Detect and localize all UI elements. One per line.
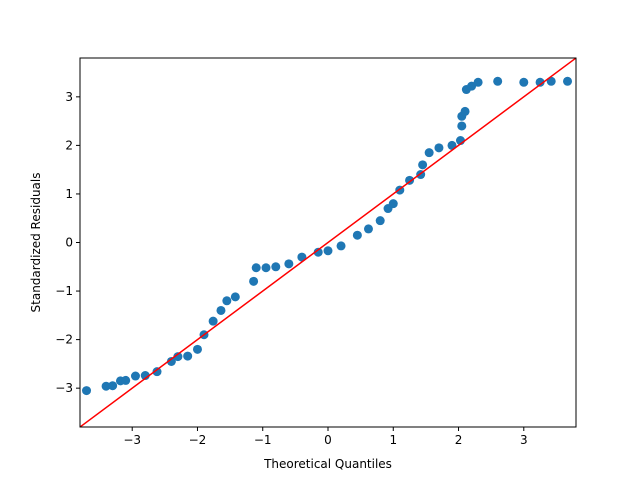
x-axis-label: Theoretical Quantiles [263, 457, 392, 471]
data-point [563, 76, 573, 86]
data-point [108, 381, 118, 391]
y-tick-label: −1 [55, 284, 73, 298]
data-point [363, 224, 373, 234]
data-point [166, 356, 176, 366]
x-tick-label: 1 [389, 433, 397, 447]
data-point [192, 344, 202, 354]
data-point [457, 121, 467, 131]
x-tick-label: −2 [189, 433, 207, 447]
data-point [271, 262, 281, 272]
data-point [216, 305, 226, 315]
data-point [284, 259, 294, 269]
y-tick-label: −3 [55, 381, 73, 395]
data-point [460, 106, 470, 116]
data-point [424, 148, 434, 158]
data-point [249, 276, 259, 286]
data-point [418, 160, 428, 170]
data-point [313, 247, 323, 257]
data-point [434, 143, 444, 153]
data-point [82, 386, 92, 396]
data-point [473, 77, 483, 87]
data-point [101, 381, 111, 391]
plot-area [80, 58, 576, 427]
data-point [519, 77, 529, 87]
x-tick-label: 3 [520, 433, 528, 447]
y-tick-label: 0 [65, 236, 73, 250]
x-tick-label: 0 [324, 433, 332, 447]
data-point [375, 216, 385, 226]
data-point [323, 246, 333, 256]
y-tick-label: −2 [55, 333, 73, 347]
data-point [230, 292, 240, 302]
x-tick-label: 2 [455, 433, 463, 447]
axis-ticks: −3 −2 −1 0 1 2 3 −3 −2 −1 0 1 2 3 [55, 90, 527, 447]
data-point [140, 371, 150, 381]
y-axis-label: Standardized Residuals [29, 173, 43, 313]
data-point [467, 81, 477, 91]
data-point [261, 263, 271, 273]
x-tick-label: −1 [254, 433, 272, 447]
data-point [336, 241, 346, 251]
data-point [222, 296, 232, 306]
data-point [388, 199, 398, 209]
data-point [251, 263, 261, 273]
x-tick-label: −3 [123, 433, 141, 447]
data-point [130, 371, 140, 381]
data-point [152, 367, 162, 377]
data-point [208, 316, 218, 326]
y-tick-label: 3 [65, 90, 73, 104]
data-point [121, 375, 131, 385]
y-tick-label: 1 [65, 187, 73, 201]
y-tick-label: 2 [65, 138, 73, 152]
data-point [352, 230, 362, 240]
data-point [183, 351, 193, 361]
data-point [493, 76, 503, 86]
data-point [173, 352, 183, 362]
data-point [535, 77, 545, 87]
reference-line [80, 58, 576, 427]
